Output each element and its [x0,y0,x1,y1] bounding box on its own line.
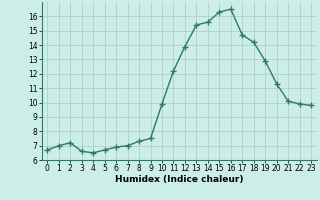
X-axis label: Humidex (Indice chaleur): Humidex (Indice chaleur) [115,175,244,184]
